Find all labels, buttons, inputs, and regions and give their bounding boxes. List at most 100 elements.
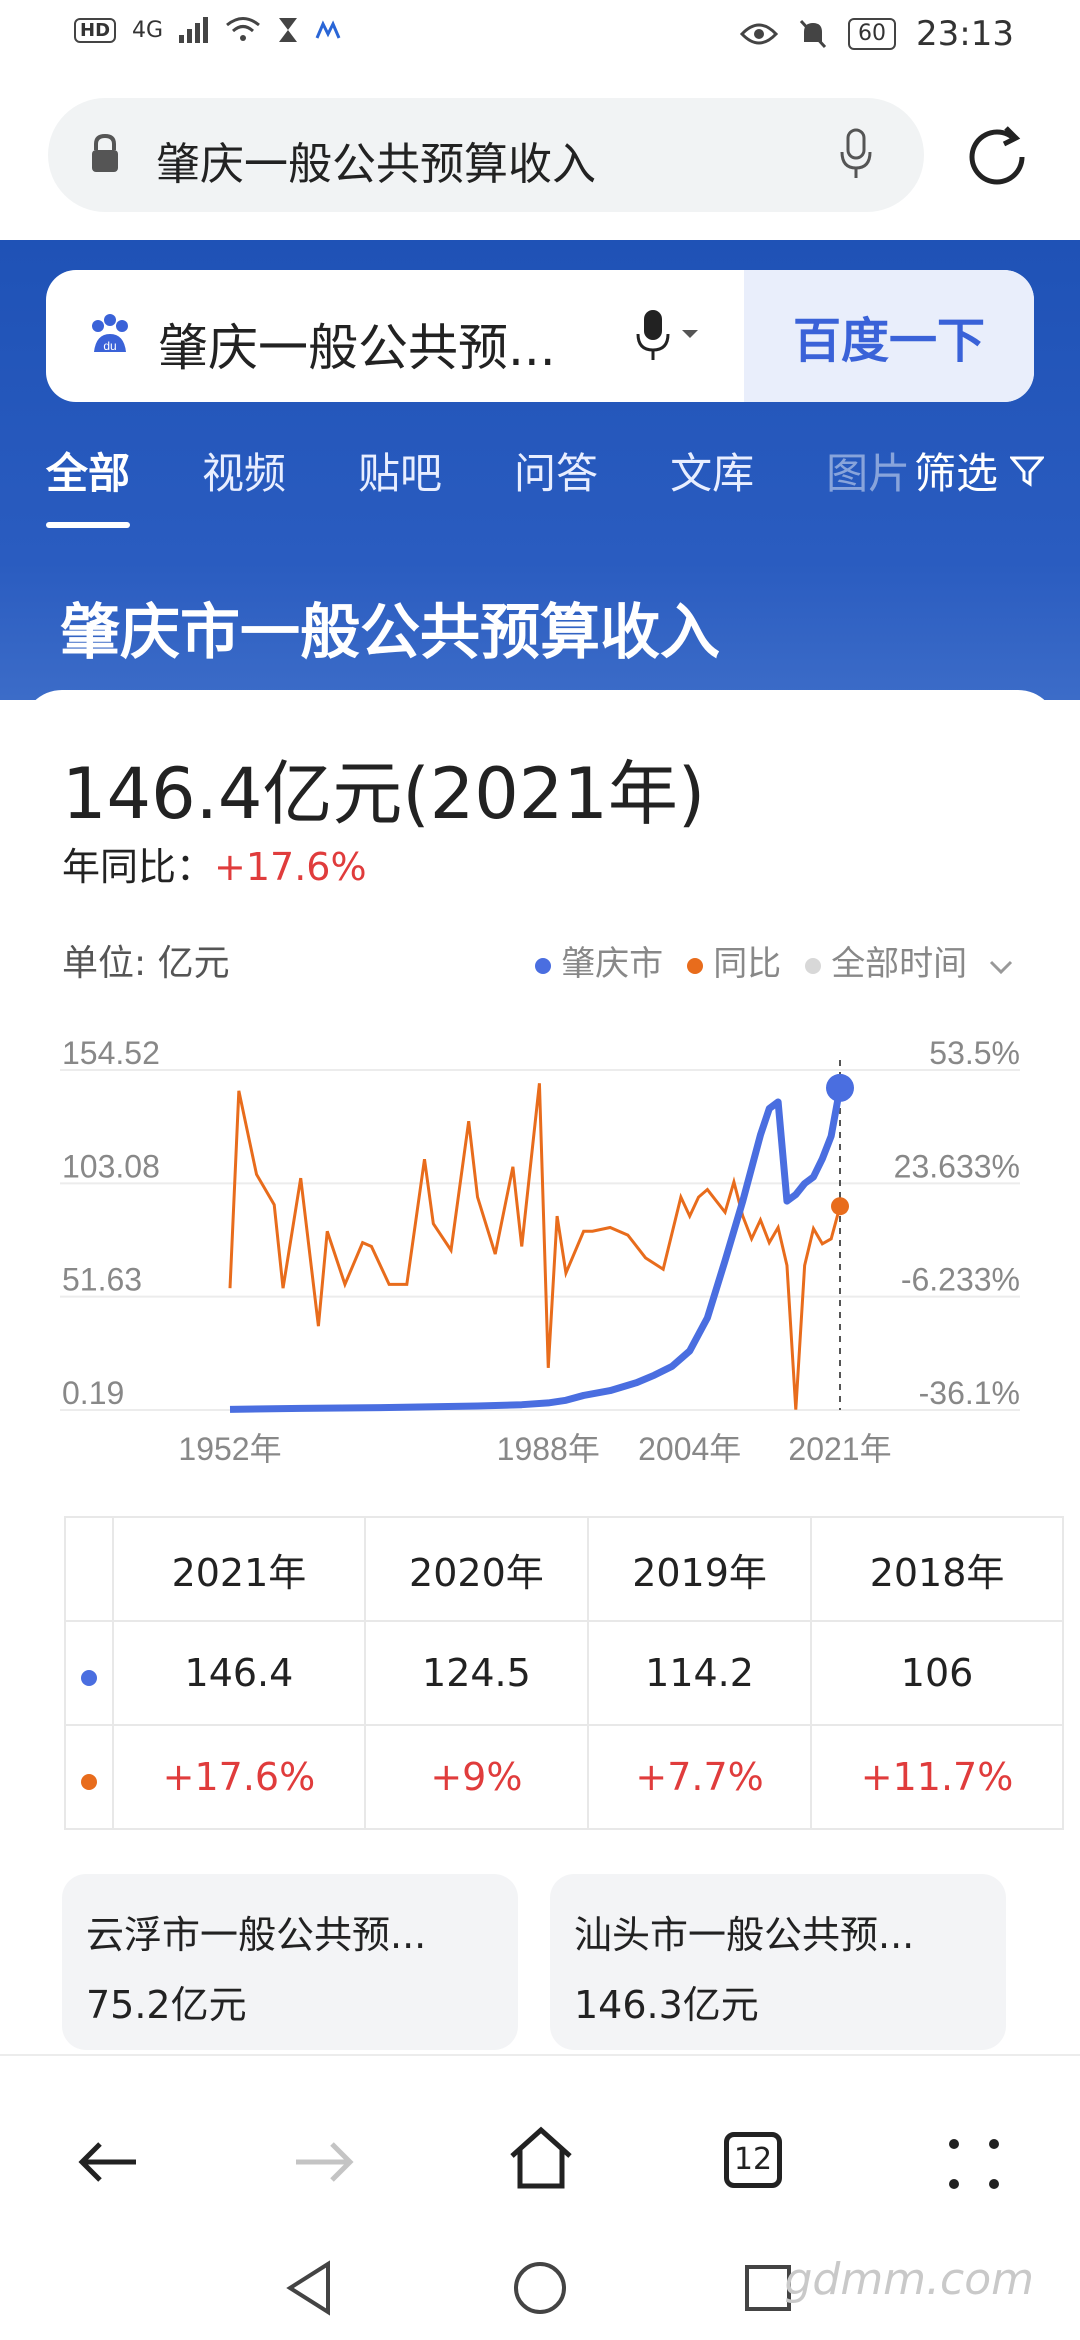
revenue-endpoint-marker <box>826 1073 854 1102</box>
related-value: 146.3亿元 <box>574 1983 759 2027</box>
legend-series2[interactable]: 同比 <box>687 936 781 985</box>
legend-label-series1: 肇庆市 <box>561 944 664 984</box>
table-corner-cell <box>64 1516 114 1622</box>
status-right: 60 23:13 <box>740 14 1014 54</box>
left-axis-tick: 154.52 <box>62 1035 160 1071</box>
address-bar[interactable]: 肇庆一般公共预算收入 <box>48 98 924 212</box>
chart-legend: 肇庆市 同比 全部时间 <box>535 936 1014 985</box>
table-cell: +11.7% <box>810 1724 1064 1830</box>
back-arrow-icon[interactable] <box>76 2138 140 2186</box>
x-axis-tick: 1988年 <box>497 1431 600 1467</box>
table-cell: 114.2 <box>586 1620 813 1726</box>
table-row-yoy: +17.6% +9% +7.7% +11.7% <box>64 1724 1064 1830</box>
filter-label: 筛选 <box>914 449 999 498</box>
series2-dot <box>81 1774 97 1790</box>
network-label: 4G <box>132 17 164 43</box>
hourglass-icon <box>279 18 298 42</box>
baidu-query-text[interactable]: 肇庆一般公共预... <box>158 319 556 377</box>
tab-qa[interactable]: 问答 <box>514 449 599 498</box>
system-nav-bar <box>0 2234 1080 2340</box>
home-icon[interactable] <box>508 2126 574 2190</box>
svg-text:du: du <box>103 339 116 353</box>
table-cell: +7.7% <box>586 1724 813 1830</box>
legend-dot-series2 <box>687 957 704 974</box>
menu-dots-icon[interactable] <box>946 2136 1002 2192</box>
time-range-selector[interactable]: 全部时间 <box>805 936 1014 985</box>
status-bar: HD 4G 60 23:13 <box>0 0 1080 80</box>
headline-value: 146.4亿元(2021年) <box>62 753 706 835</box>
unit-label: 单位: 亿元 <box>62 943 230 984</box>
battery-indicator: 60 <box>848 18 897 50</box>
yoy-label: 年同比： <box>62 845 215 889</box>
baidu-search-button[interactable]: 百度一下 <box>744 270 1034 402</box>
table-cell: +9% <box>363 1724 589 1830</box>
baidu-search-box[interactable]: du 肇庆一般公共预... 百度一下 <box>46 270 1034 402</box>
related-title: 云浮市一般公共预... <box>86 1913 427 1957</box>
filter-button[interactable]: 筛选 <box>914 440 1045 501</box>
right-axis-tick: 53.5% <box>929 1035 1020 1071</box>
voice-search-icon[interactable] <box>838 128 874 180</box>
search-tabs: 全部 视频 贴吧 问答 文库 图片 <box>46 440 982 528</box>
lock-icon <box>92 134 118 172</box>
funnel-icon <box>1010 456 1045 487</box>
yoy-endpoint-marker <box>831 1197 849 1216</box>
clock: 23:13 <box>916 14 1014 54</box>
table-cell: 106 <box>810 1620 1064 1726</box>
x-axis-tick: 2021年 <box>788 1431 891 1467</box>
related-card-shantou[interactable]: 汕头市一般公共预... 146.3亿元 <box>550 1874 1006 2050</box>
system-recents-icon[interactable] <box>744 2264 792 2312</box>
legend-dot-time <box>805 957 822 974</box>
watermark: gdmm.com <box>784 2254 1034 2305</box>
tabs-count-button[interactable]: 12 <box>724 2132 782 2188</box>
tab-all[interactable]: 全部 <box>46 440 131 528</box>
page-title: 肇庆市一般公共预算收入 <box>60 598 720 668</box>
tab-tieba[interactable]: 贴吧 <box>358 449 443 498</box>
tab-wenku[interactable]: 文库 <box>670 449 755 498</box>
related-card-yunfu[interactable]: 云浮市一般公共预... 75.2亿元 <box>62 1874 518 2050</box>
table-header-row: 2021年 2020年 2019年 2018年 <box>64 1516 1064 1622</box>
yoy-value: +17.6% <box>214 845 367 889</box>
result-card <box>22 690 1058 2070</box>
reload-icon[interactable] <box>962 122 1032 192</box>
legend-dot-series1 <box>535 957 552 974</box>
legend-series1[interactable]: 肇庆市 <box>535 936 663 985</box>
left-axis-tick: 0.19 <box>62 1375 124 1411</box>
eye-icon <box>740 23 779 45</box>
voice-icon[interactable] <box>634 308 706 364</box>
x-axis-tick: 2004年 <box>638 1431 741 1467</box>
table-cell: +17.6% <box>112 1724 366 1830</box>
hd-badge: HD <box>74 17 117 43</box>
right-axis-tick: -6.233% <box>901 1262 1020 1298</box>
chevron-down-icon <box>989 960 1013 975</box>
right-axis-tick: 23.633% <box>894 1148 1020 1184</box>
series-line-revenue <box>229 1087 844 1413</box>
browser-bottom-nav: 12 <box>0 2054 1080 2236</box>
left-axis-tick: 103.08 <box>62 1148 160 1184</box>
time-range-label: 全部时间 <box>831 944 968 984</box>
row-marker-series1 <box>64 1620 114 1726</box>
system-home-icon[interactable] <box>512 2260 568 2316</box>
data-table: 2021年 2020年 2019年 2018年 146.4 124.5 114.… <box>64 1516 1064 1830</box>
mute-bell-icon <box>799 19 827 49</box>
wifi-icon <box>226 17 261 41</box>
series1-dot <box>81 1670 97 1686</box>
tab-images[interactable]: 图片 <box>826 449 911 498</box>
table-row-revenue: 146.4 124.5 114.2 106 <box>64 1620 1064 1726</box>
left-axis-tick: 51.63 <box>62 1262 142 1298</box>
series-line-yoy <box>228 1083 842 1410</box>
table-cell: 146.4 <box>112 1620 366 1726</box>
baidu-paw-icon: du <box>92 314 128 353</box>
tab-video[interactable]: 视频 <box>202 449 287 498</box>
signal-icon <box>179 17 209 43</box>
app-notification-icon <box>315 20 341 39</box>
revenue-chart[interactable]: 154.52 53.5% 103.08 23.633% 51.63 -6.233% 0.19… <box>0 1000 1080 1500</box>
right-axis-tick: -36.1% <box>919 1375 1020 1411</box>
table-header-cell: 2021年 <box>112 1516 366 1622</box>
related-value: 75.2亿元 <box>86 1983 247 2027</box>
status-left: HD 4G <box>74 16 341 44</box>
system-back-icon[interactable] <box>284 2260 334 2316</box>
related-title: 汕头市一般公共预... <box>574 1913 915 1957</box>
table-header-cell: 2020年 <box>363 1516 589 1622</box>
forward-arrow-icon[interactable] <box>292 2138 356 2186</box>
yoy-line: 年同比：+17.6% <box>62 836 367 891</box>
